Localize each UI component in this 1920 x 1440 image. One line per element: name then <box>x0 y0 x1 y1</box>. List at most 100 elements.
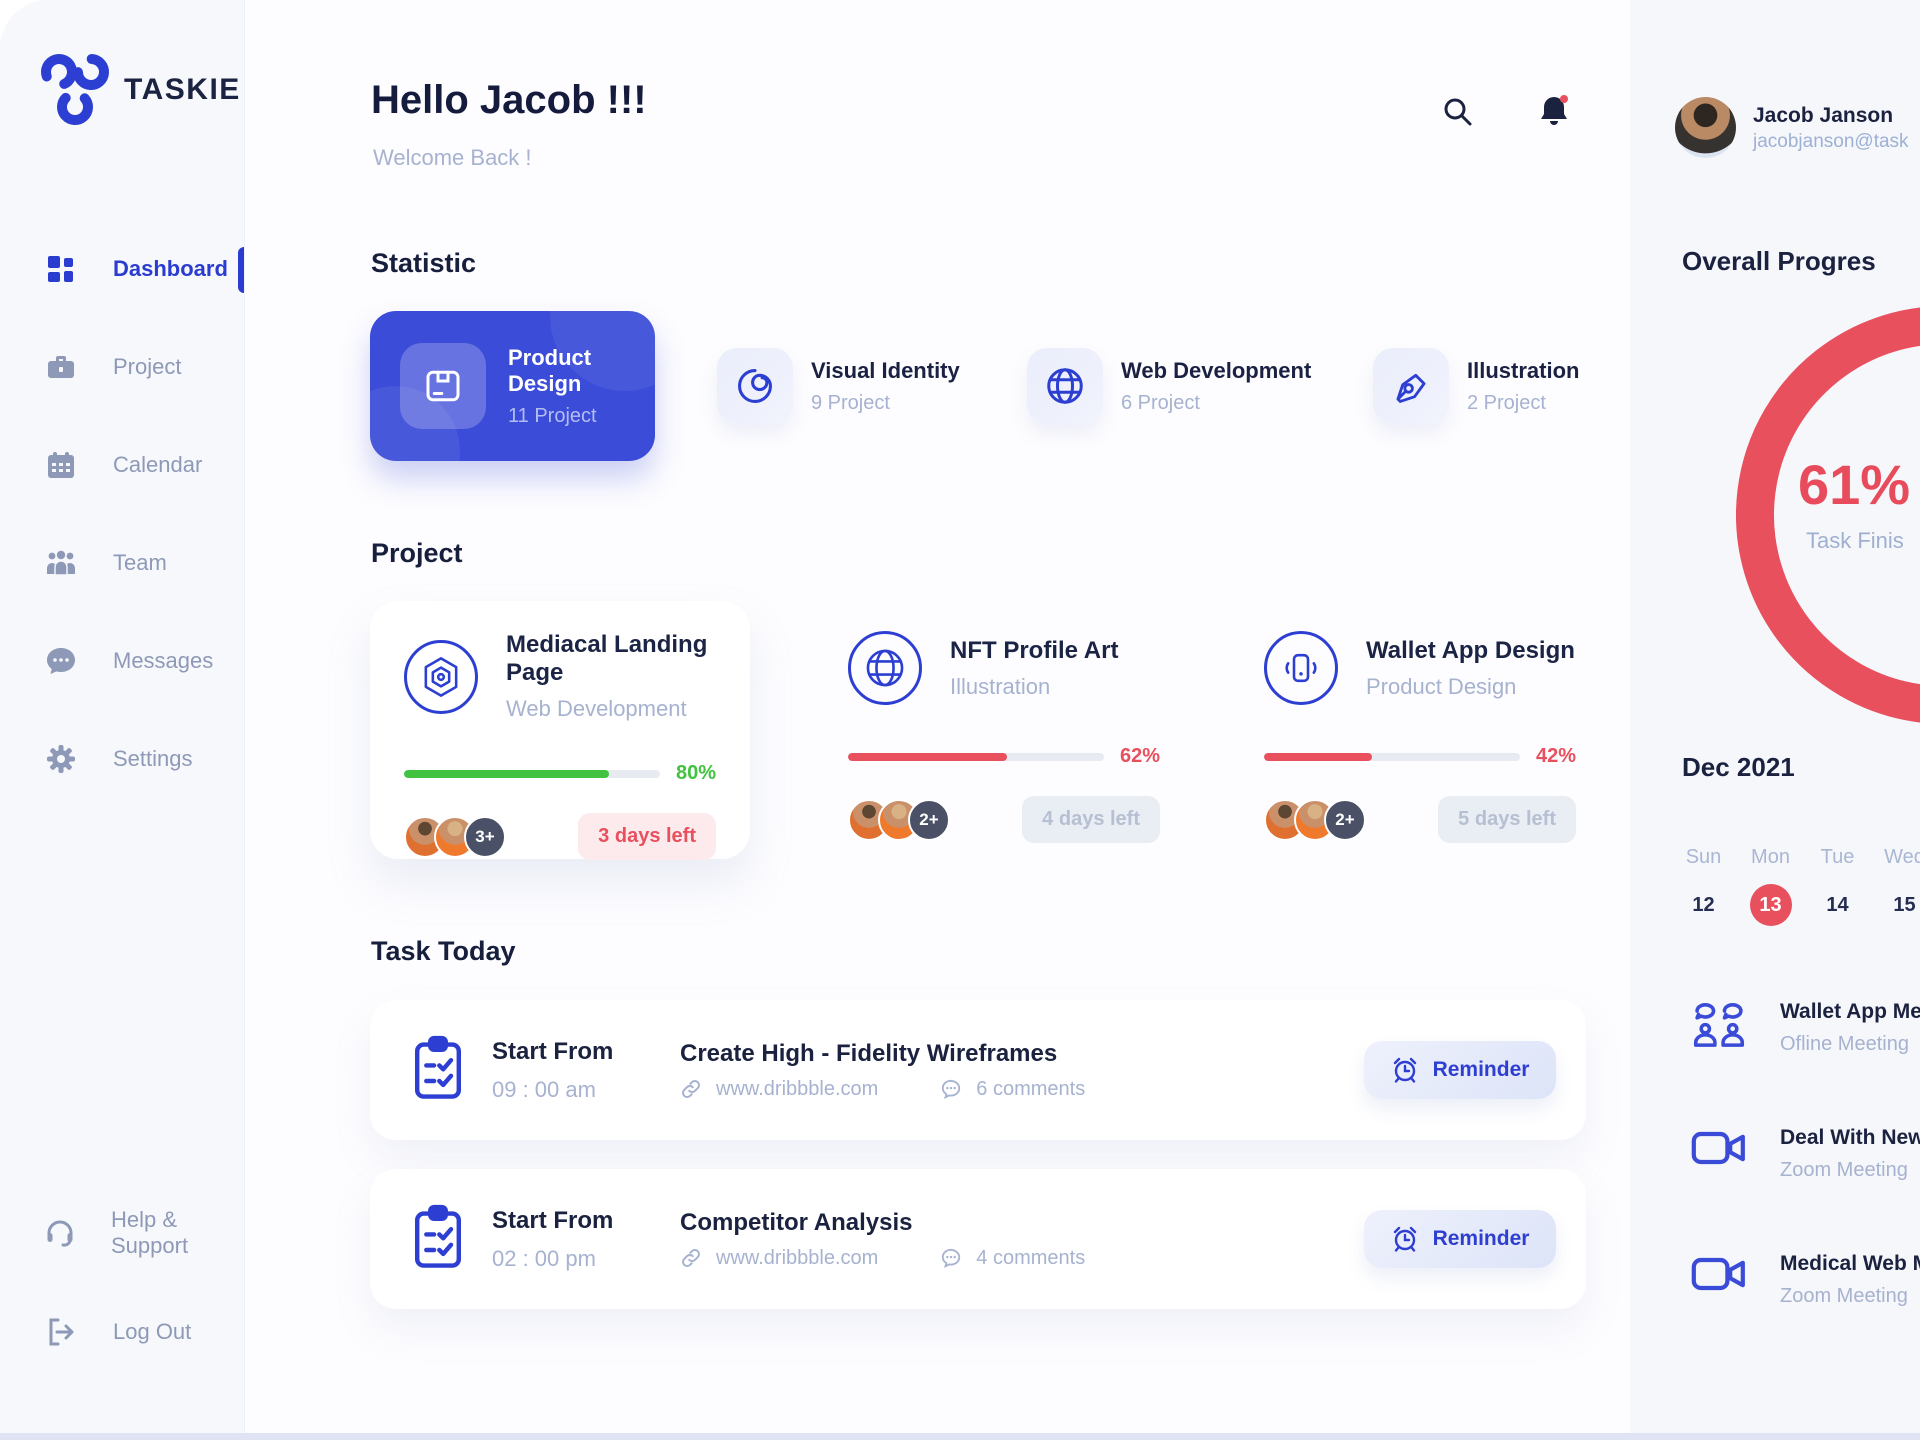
meeting-subtitle: Zoom Meeting <box>1780 1159 1908 1181</box>
project-card-nft[interactable]: NFT Profile Art Illustration 62% 2+ 4 da… <box>814 601 1194 859</box>
wallet-phone-icon <box>1264 631 1338 705</box>
progress-fill <box>848 752 1007 761</box>
dashboard-icon <box>45 254 77 284</box>
meeting-item[interactable]: Deal With New Zoom Meeting <box>1691 1126 1920 1182</box>
project-title: NFT Profile Art <box>950 636 1119 664</box>
progress-fill <box>404 769 609 778</box>
sidebar-item-label: Dashboard <box>113 256 228 281</box>
progress-percent: 42% <box>1535 745 1576 767</box>
task-link[interactable]: www.dribbble.com <box>716 1246 879 1269</box>
project-category: Product Design <box>1366 673 1517 699</box>
calendar-date[interactable]: 14 <box>1826 894 1849 916</box>
sidebar-nav: Dashboard Project <box>0 242 259 830</box>
day-label: Tue <box>1820 846 1855 868</box>
task-name: Competitor Analysis <box>680 1208 913 1236</box>
task-comments[interactable]: 4 comments <box>976 1246 1086 1269</box>
stat-card-illustration[interactable]: Illustration 2 Project <box>1373 348 1579 424</box>
avatar-stack: 3+ <box>404 815 506 858</box>
video-camera-icon <box>1691 1257 1745 1291</box>
avatar-stack: 2+ <box>848 798 950 841</box>
right-panel: Jacob Janson jacobjanson@task Overall Pr… <box>1630 0 1920 1433</box>
link-icon <box>682 1249 700 1267</box>
headset-icon <box>45 1218 75 1248</box>
calendar-date-selected[interactable]: 13 <box>1749 884 1792 926</box>
task-time: 09 : 00 am <box>492 1076 596 1102</box>
task-start-label: Start From <box>492 1037 614 1065</box>
progress-percent: 80% <box>675 762 716 784</box>
stat-card-visual-identity[interactable]: Visual Identity 9 Project <box>717 348 960 424</box>
progress-percent: 61% <box>1798 453 1911 516</box>
reminder-label: Reminder <box>1432 1058 1530 1081</box>
progress-track <box>404 769 660 778</box>
project-card-wallet[interactable]: Wallet App Design Product Design 42% 2+ … <box>1230 601 1610 859</box>
stat-count: 11 Project <box>508 404 597 427</box>
task-row[interactable]: Start From 09 : 00 am Create High - Fide… <box>370 1000 1586 1140</box>
bottom-edge-strip <box>0 1433 1920 1440</box>
avatar-more-count: 2+ <box>1324 798 1366 841</box>
avatar-more-count: 3+ <box>464 815 506 858</box>
stat-title: Visual Identity <box>811 357 960 383</box>
project-card-mediacal[interactable]: Mediacal Landing Page Web Development 80… <box>370 601 750 860</box>
clipboard-icon <box>412 1204 464 1275</box>
stat-card-web-development[interactable]: Web Development 6 Project <box>1027 348 1311 424</box>
sidebar-item-logout[interactable]: Log Out <box>0 1305 244 1359</box>
sidebar-item-team[interactable]: Team <box>0 536 244 590</box>
project-category: Illustration <box>950 673 1051 699</box>
user-email: jacobjanson@task <box>1753 131 1909 152</box>
globe-icon <box>1027 348 1103 424</box>
days-left-badge: 5 days left <box>1438 796 1576 843</box>
statistic-heading: Statistic <box>371 248 477 278</box>
sidebar-item-project[interactable]: Project <box>0 340 244 394</box>
statistic-cards: Product Design 11 Project Visual Identit… <box>370 311 1630 461</box>
notifications-button[interactable] <box>1534 92 1574 132</box>
alarm-clock-icon <box>1393 1057 1416 1083</box>
reminder-button[interactable]: Reminder <box>1364 1210 1556 1268</box>
project-cards: Mediacal Landing Page Web Development 80… <box>370 601 1630 860</box>
sidebar-item-dashboard[interactable]: Dashboard <box>0 242 244 296</box>
hex-box-icon <box>404 639 478 714</box>
comment-icon <box>942 1248 961 1269</box>
main-content: Hello Jacob !!! Welcome Back ! Statistic… <box>246 0 1630 1433</box>
box-icon <box>400 343 486 429</box>
task-link[interactable]: www.dribbble.com <box>716 1077 879 1100</box>
sidebar-footer: Help & Support Log Out <box>0 1206 244 1404</box>
progress-fill <box>1264 752 1372 761</box>
progress-ring <box>1736 306 1920 724</box>
briefcase-icon <box>45 352 77 382</box>
link-icon <box>682 1080 700 1098</box>
calendar-date[interactable]: 15 <box>1893 894 1916 916</box>
progress-percent: 62% <box>1119 745 1160 767</box>
search-icon <box>1444 98 1472 126</box>
sidebar-item-label: Help & Support <box>111 1207 189 1258</box>
sidebar-item-label: Calendar <box>113 452 203 477</box>
video-camera-icon <box>1691 1131 1745 1165</box>
user-name: Jacob Janson <box>1753 104 1894 127</box>
avatar-stack: 2+ <box>1264 798 1366 841</box>
sidebar-item-settings[interactable]: Settings <box>0 732 244 786</box>
meeting-title: Wallet App Mee <box>1780 1000 1920 1023</box>
sidebar-item-label: Project <box>113 354 182 379</box>
search-button[interactable] <box>1438 92 1478 132</box>
reminder-button[interactable]: Reminder <box>1364 1041 1556 1099</box>
user-avatar[interactable] <box>1675 97 1736 158</box>
sidebar-item-messages[interactable]: Messages 5 <box>0 634 259 688</box>
meeting-item[interactable]: Wallet App Mee Ofline Meeting <box>1691 1000 1920 1056</box>
team-icon <box>45 548 77 578</box>
left-sidebar: TASKIE Dashboard Project <box>0 0 259 1433</box>
task-start-label: Start From <box>492 1206 614 1234</box>
sidebar-item-calendar[interactable]: Calendar <box>0 438 244 492</box>
stat-title: Product Design <box>508 344 592 396</box>
sidebar-item-help-support[interactable]: Help & Support <box>0 1206 244 1260</box>
active-indicator <box>238 247 244 293</box>
page-title: Hello Jacob !!! <box>371 78 647 122</box>
progress-caption: Task Finis <box>1806 528 1904 553</box>
bell-icon <box>1541 95 1568 125</box>
days-left-badge: 4 days left <box>1022 796 1160 843</box>
calendar-date[interactable]: 12 <box>1692 894 1715 916</box>
task-comments[interactable]: 6 comments <box>976 1077 1086 1100</box>
stat-card-product-design[interactable]: Product Design 11 Project <box>370 311 655 461</box>
day-label: Sun <box>1685 846 1722 868</box>
day-label: Wed <box>1884 846 1920 868</box>
task-row[interactable]: Start From 02 : 00 pm Competitor Analysi… <box>370 1169 1586 1309</box>
meeting-item[interactable]: Medical Web M Zoom Meeting <box>1691 1252 1920 1308</box>
